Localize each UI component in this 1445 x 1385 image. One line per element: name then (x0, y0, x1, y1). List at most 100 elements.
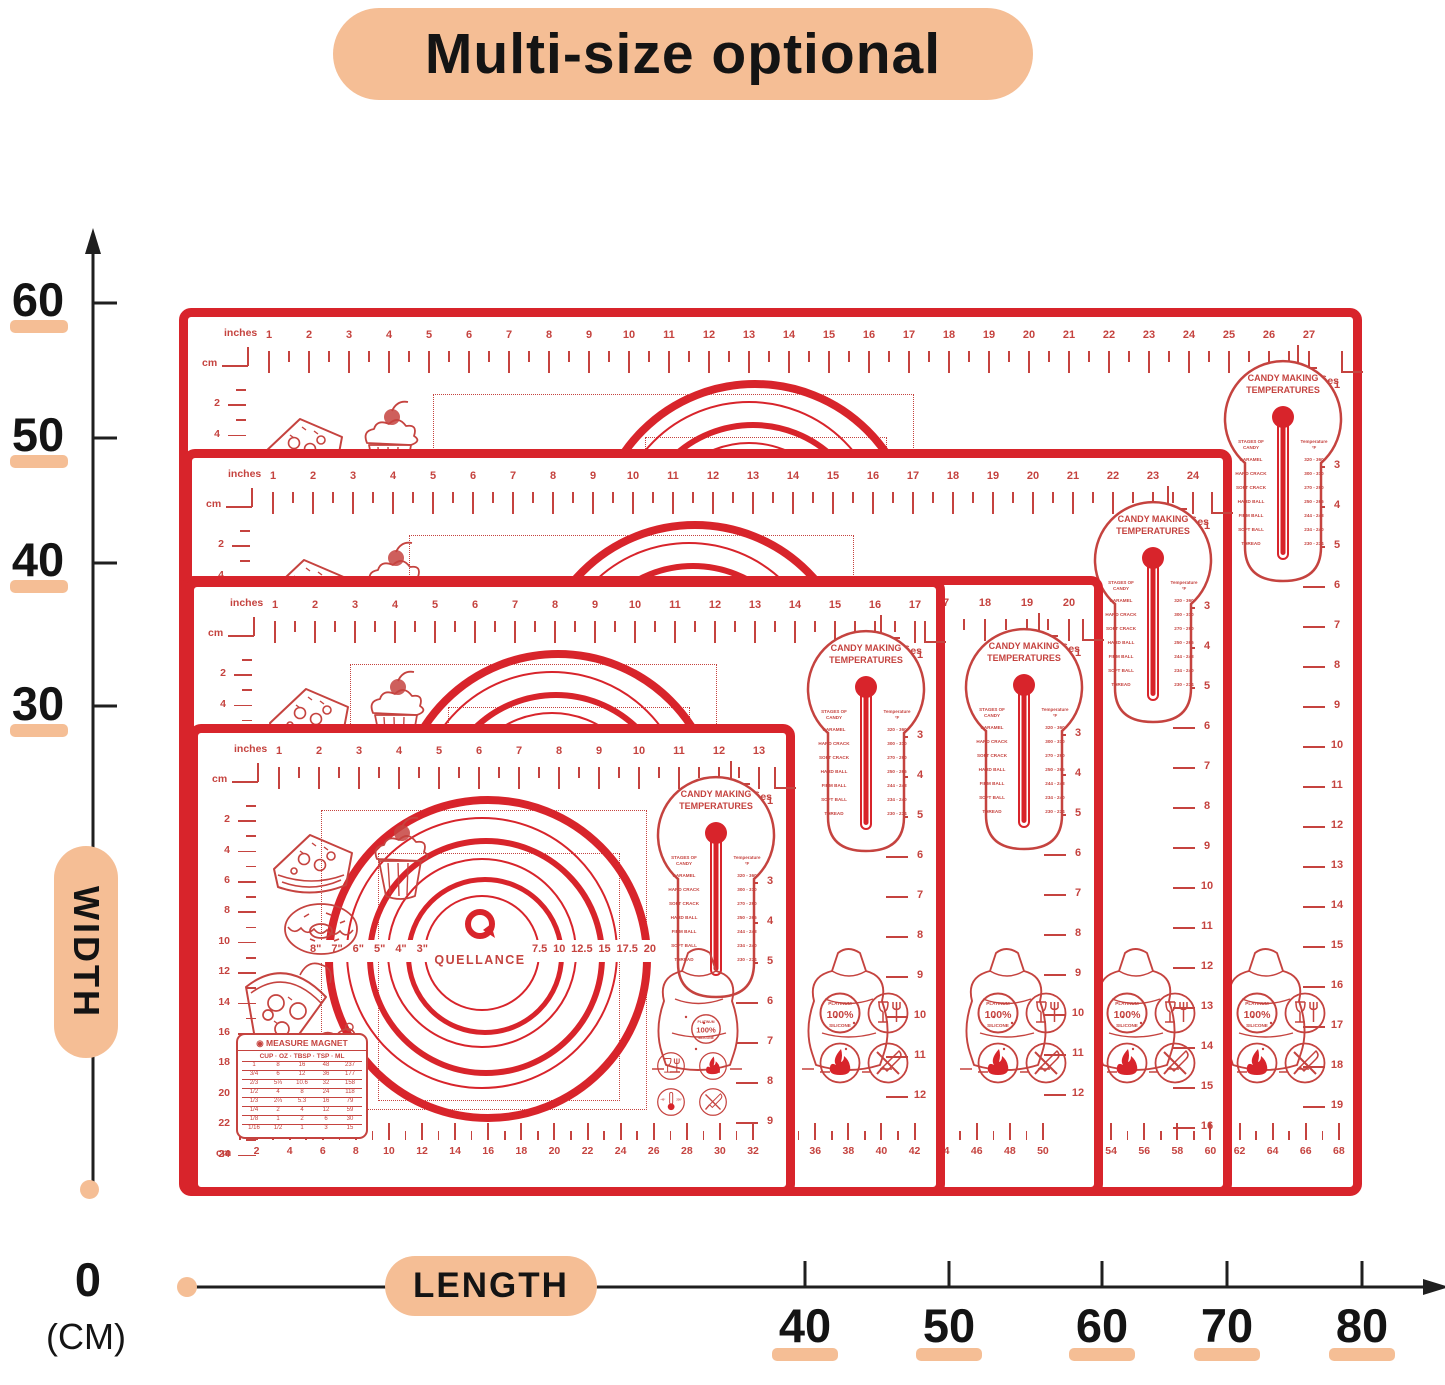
top-ruler-minortick (1052, 492, 1054, 503)
top-ruler-tick (272, 492, 274, 514)
bottom-ruler-tick (1238, 1123, 1241, 1140)
top-ruler-number: 12 (712, 745, 726, 757)
top-ruler-minortick (528, 351, 530, 362)
top-ruler-number: 5 (425, 329, 433, 341)
bottom-ruler-tick (1176, 1123, 1179, 1140)
bottom-ruler-tick (752, 1123, 755, 1140)
svg-text:HARD BALL: HARD BALL (979, 767, 1006, 772)
left-ruler-number: 20 (218, 1086, 230, 1099)
measure-magnet-cell: 79 (346, 1098, 354, 1104)
left-ruler-tick (238, 881, 256, 883)
svg-text:270 - 290: 270 - 290 (1045, 753, 1065, 758)
bottom-ruler-minortick (1126, 1131, 1129, 1140)
x-tick-40-underline (772, 1348, 838, 1361)
right-ruler-tick (1044, 934, 1066, 936)
right-ruler-number: 8 (1203, 800, 1211, 812)
svg-text:234 - 240: 234 - 240 (1304, 527, 1324, 532)
svg-text:234 - 240: 234 - 240 (887, 797, 907, 802)
top-ruler-number: 5 (431, 599, 439, 611)
top-ruler-tick (398, 767, 400, 789)
top-ruler-tick (558, 767, 560, 789)
svg-text:SOFT CRACK: SOFT CRACK (1236, 485, 1267, 490)
svg-text:270 - 290: 270 - 290 (887, 755, 907, 760)
svg-text:TEMPERATURES: TEMPERATURES (1116, 526, 1190, 536)
measure-magnet-cell: 3/4 (249, 1071, 259, 1077)
bottom-ruler-tick (1110, 1123, 1113, 1140)
top-ruler-number: 7 (511, 599, 519, 611)
top-ruler-unit: inches (234, 743, 268, 755)
svg-text:SOFT BALL: SOFT BALL (821, 797, 847, 802)
donut-illustration (278, 897, 364, 961)
top-ruler-tick (474, 621, 476, 643)
t2 (251, 488, 253, 507)
top-ruler-tick (352, 492, 354, 514)
top-ruler-number: 18 (942, 329, 956, 341)
svg-text:PLATINUM: PLATINUM (986, 1001, 1010, 1006)
top-ruler-number: 12 (708, 599, 722, 611)
right-ruler-number: 12 (1330, 819, 1344, 831)
bottom-ruler-minortick (371, 1131, 374, 1140)
t3 (774, 767, 776, 789)
svg-text:TEMPERATURES: TEMPERATURES (679, 801, 753, 811)
cupcake-illustration (362, 813, 438, 905)
bottom-ruler-tick (619, 1123, 622, 1140)
right-ruler-tick (1303, 986, 1325, 988)
right-ruler-number: 12 (1071, 1087, 1085, 1099)
svg-text:SILICONE: SILICONE (829, 1023, 851, 1028)
left-ruler-minortick (246, 987, 256, 989)
top-ruler-number: 17 (906, 470, 920, 482)
bottom-ruler-tick (586, 1123, 589, 1140)
left-ruler-number: 6 (224, 874, 230, 886)
svg-text:230 - 234: 230 - 234 (737, 957, 757, 962)
top-ruler-number: 9 (585, 329, 593, 341)
bottom-ruler-number: 16 (482, 1145, 495, 1157)
right-ruler-number: 3 (766, 875, 774, 887)
candy-chart: CANDY MAKING TEMPERATURES STAGES OF CAND… (1221, 355, 1345, 595)
top-ruler-number: 17 (908, 599, 922, 611)
measure-magnet-cell: 3 (324, 1125, 328, 1131)
svg-text:244 - 248: 244 - 248 (1045, 781, 1065, 786)
y-tick-40-underline (10, 580, 68, 593)
svg-text:244 - 248: 244 - 248 (1304, 513, 1324, 518)
y-tick-40: 40 (11, 533, 65, 586)
bottom-ruler-number: 40 (875, 1145, 888, 1157)
left-ruler-minortick (246, 835, 256, 837)
svg-text:SOFT BALL: SOFT BALL (979, 795, 1005, 800)
top-ruler-number: 10 (628, 599, 642, 611)
measure-magnet-cell: 1/2 (249, 1089, 259, 1095)
food-safe-icon (866, 991, 910, 1035)
left-ruler-minortick (236, 419, 246, 421)
top-inch-ruler: inches cm 1 2 3 4 5 6 7 8 9 10 11 12 13 14 15 16 17 18 19 20 2… (188, 317, 1363, 387)
svg-text:TEMPERATURES: TEMPERATURES (1246, 385, 1320, 395)
top-ruler-number: 15 (822, 329, 836, 341)
bottom-ruler-number: 38 (842, 1145, 855, 1157)
right-ruler-number: 7 (1074, 887, 1082, 899)
top-ruler-number: 9 (589, 470, 597, 482)
bottom-ruler-tick (1041, 1123, 1044, 1140)
bottom-ruler-tick (913, 1123, 916, 1140)
top-ruler-tick (594, 621, 596, 643)
svg-text:-40°: -40° (660, 1098, 665, 1102)
top-ruler-number: 19 (982, 329, 996, 341)
top-ruler-number: 20 (1062, 597, 1076, 609)
svg-text:270 - 290: 270 - 290 (1174, 626, 1194, 631)
right-ruler-number: 17 (1330, 1019, 1344, 1031)
top-ruler-minortick (774, 621, 776, 632)
left-ruler-number: 2 (214, 397, 220, 410)
bottom-ruler-minortick (669, 1131, 671, 1140)
right-ruler-number: 7 (916, 889, 924, 901)
t1 (226, 506, 252, 508)
top-ruler-tick (592, 492, 594, 514)
no-knife-icon (1283, 1041, 1327, 1085)
svg-text:230 - 234: 230 - 234 (887, 811, 907, 816)
measure-magnet-cell: 12 (322, 1107, 330, 1113)
right-ruler-tick (1303, 1066, 1325, 1068)
top-ruler-minortick (888, 351, 890, 362)
top-ruler-minortick (288, 351, 290, 362)
top-ruler-tick (794, 621, 796, 643)
top-ruler-minortick (1288, 351, 1290, 362)
right-ruler-number: 6 (1333, 579, 1341, 591)
top-ruler-tick (752, 492, 754, 514)
svg-text:230°: 230° (676, 1098, 682, 1102)
top-ruler-number: 1 (265, 329, 273, 341)
